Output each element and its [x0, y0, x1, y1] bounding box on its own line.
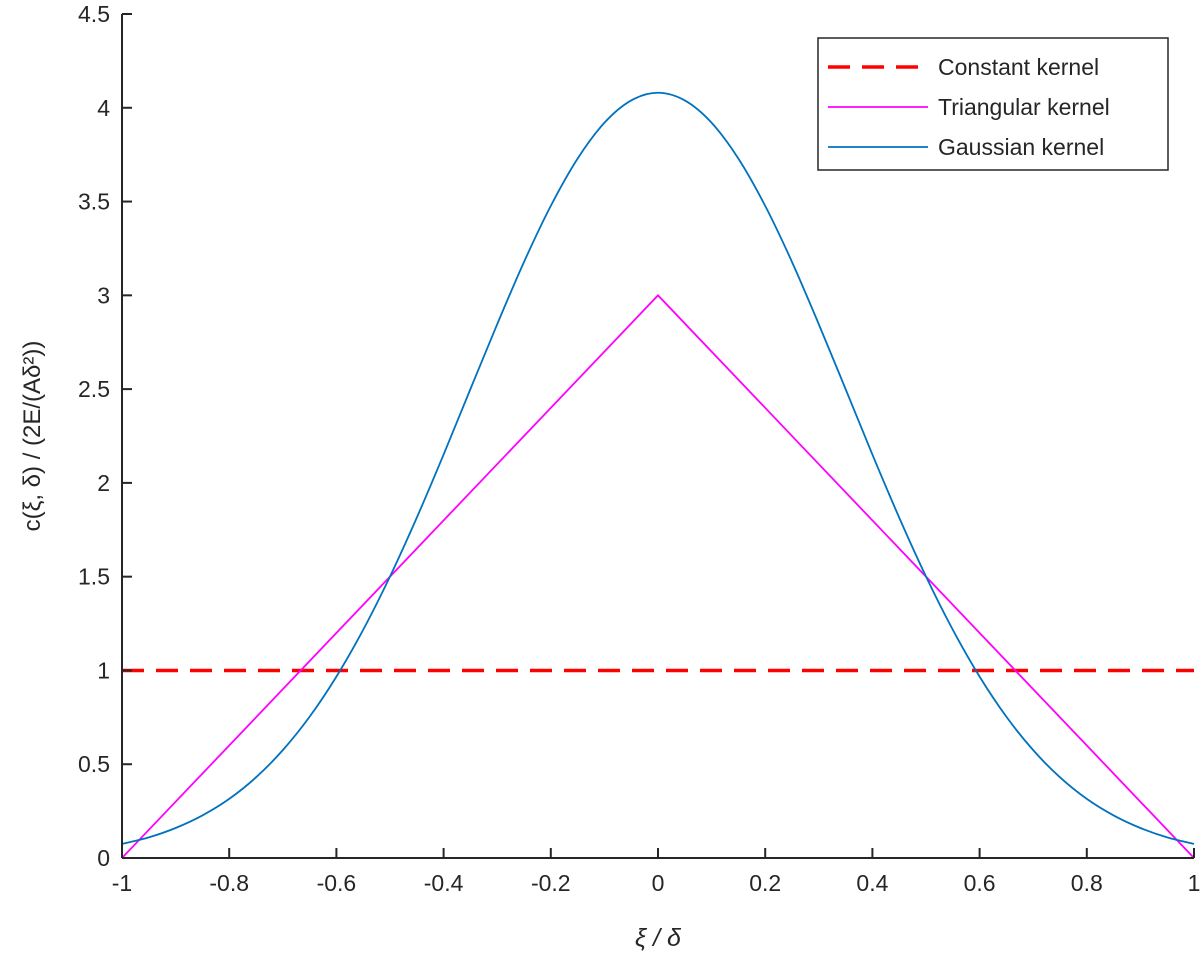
- y-tick-label: 3: [97, 282, 110, 308]
- y-tick-label: 0.5: [78, 751, 110, 777]
- x-tick-label: 1: [1188, 870, 1200, 896]
- y-tick-label: 2: [97, 470, 110, 496]
- x-tick-label: -0.2: [531, 870, 571, 896]
- y-axis-label: c(ξ, δ) / (2E/(Aδ²)): [19, 341, 46, 532]
- x-tick-label: 0.8: [1071, 870, 1103, 896]
- x-tick-label: -1: [112, 870, 132, 896]
- x-tick-label: 0.6: [964, 870, 996, 896]
- y-tick-label: 4.5: [78, 1, 110, 27]
- legend: Constant kernel Triangular kernel Gaussian…: [817, 37, 1169, 171]
- legend-label: Constant kernel: [938, 54, 1099, 80]
- series-layer: [121, 91, 1195, 859]
- legend-label: Triangular kernel: [938, 94, 1110, 120]
- x-tick-label: 0: [652, 870, 665, 896]
- x-tick-label: 0.4: [856, 870, 888, 896]
- x-tick-label: -0.8: [209, 870, 249, 896]
- x-axis-label: ξ / δ: [635, 924, 682, 952]
- x-tick-label: 0.2: [749, 870, 781, 896]
- y-tick-label: 1: [97, 657, 110, 683]
- axes: -1 -0.8 -0.6 -0.4 -0.2 0 0.2 0.4 0.6 0.8 1 0 0.5 1 1.5…: [78, 1, 1200, 896]
- legend-label: Gaussian kernel: [938, 134, 1104, 160]
- y-tick-label: 3.5: [78, 189, 110, 215]
- x-tick-label: -0.6: [317, 870, 357, 896]
- y-tick-label: 1.5: [78, 564, 110, 590]
- x-tick-label: -0.4: [424, 870, 464, 896]
- legend-box: [817, 37, 1169, 171]
- series-line-gaussian-kernel: [121, 91, 1195, 845]
- y-tick-label: 2.5: [78, 376, 110, 402]
- y-tick-label: 4: [97, 95, 110, 121]
- y-tick-label: 0: [97, 845, 110, 871]
- series-line-triangular-kernel: [121, 294, 1195, 859]
